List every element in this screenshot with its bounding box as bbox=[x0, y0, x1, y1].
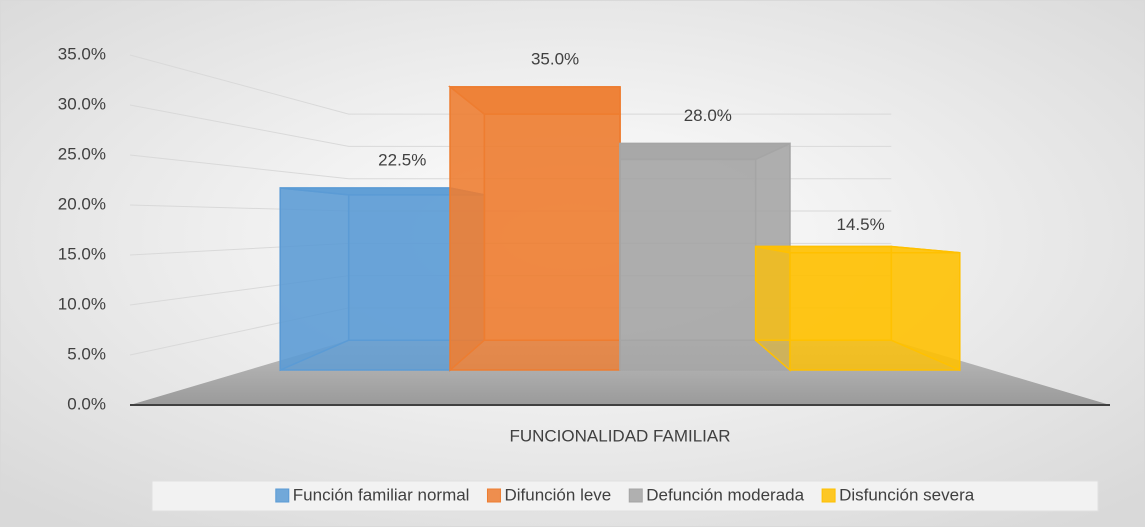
grid-line bbox=[129, 54, 892, 115]
y-tick-label: 25.0% bbox=[58, 144, 106, 163]
plot-area: 0.0% 5.0% 10.0% 15.0% 20.0% 25.0% 30.0% 35.0% 22… bbox=[58, 44, 1110, 413]
data-label: 28.0% bbox=[684, 106, 732, 125]
y-tick-label: 15.0% bbox=[58, 244, 106, 263]
y-tick-label: 30.0% bbox=[58, 94, 106, 113]
legend-swatch bbox=[486, 488, 501, 503]
bar-front bbox=[789, 251, 961, 371]
data-label: 35.0% bbox=[531, 49, 579, 68]
category-label: FUNCIONALIDAD FAMILIAR bbox=[509, 426, 730, 445]
legend-label: Defunción moderada bbox=[646, 485, 804, 504]
bar-front bbox=[449, 86, 621, 371]
legend-label: Difunción leve bbox=[504, 485, 611, 504]
legend-swatch bbox=[821, 488, 836, 503]
legend-box bbox=[151, 480, 1099, 512]
y-tick-label: 35.0% bbox=[58, 44, 106, 63]
bar-front bbox=[279, 187, 451, 371]
bar-group bbox=[447, 85, 621, 372]
y-tick-label: 0.0% bbox=[67, 394, 106, 413]
bar-front bbox=[619, 142, 791, 371]
legend-label: Función familiar normal bbox=[293, 485, 470, 504]
data-label: 14.5% bbox=[837, 215, 885, 234]
y-tick-label: 10.0% bbox=[58, 294, 106, 313]
legend-swatch bbox=[275, 488, 290, 503]
legend-swatch bbox=[628, 488, 643, 503]
legend-label: Disfunción severa bbox=[839, 485, 975, 504]
y-tick-label: 5.0% bbox=[67, 344, 106, 363]
y-tick-label: 20.0% bbox=[58, 194, 106, 213]
data-label: 22.5% bbox=[378, 151, 426, 170]
bar-group bbox=[754, 245, 961, 372]
legend: Función familiar normal Difunción leve Def… bbox=[275, 485, 975, 504]
